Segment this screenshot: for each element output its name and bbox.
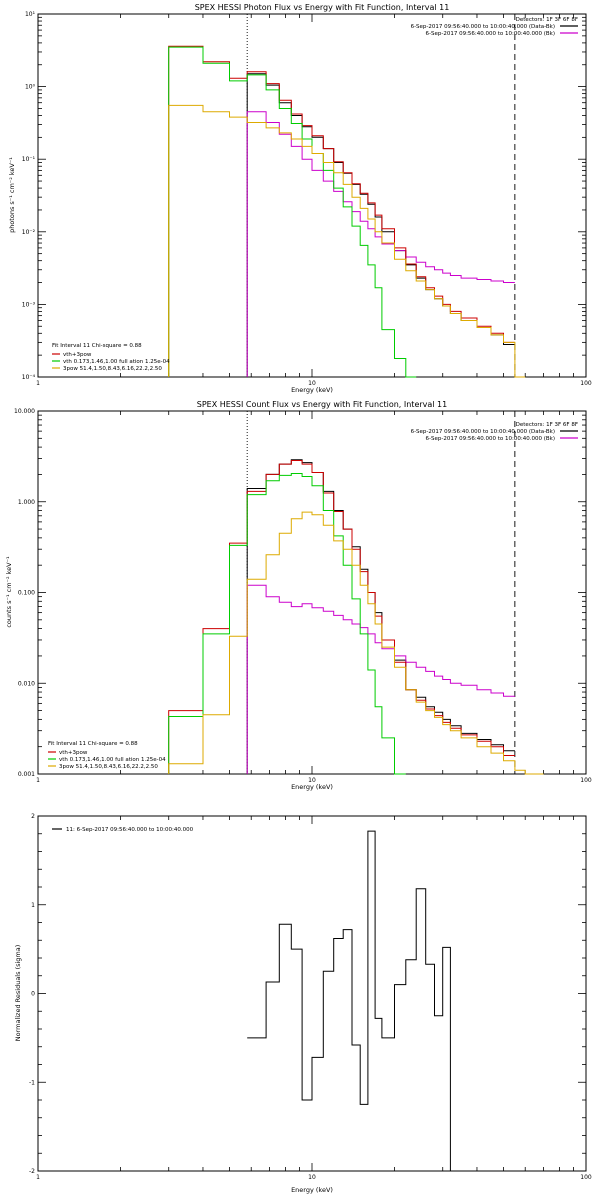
residuals-series [247, 830, 462, 1172]
count-flux-y-tick-label: 10.000 [14, 408, 35, 415]
count-flux-panel: SPEX HESSI Count Flux vs Energy with Fit… [5, 400, 592, 791]
residuals-y-tick-label: -2 [29, 1168, 35, 1175]
count-flux-legend-detectors: Detectors: 1F 3F 6F 8F [516, 422, 578, 428]
count-flux-y-tick-label: 0.001 [18, 771, 35, 778]
count-flux-series-bk [246, 584, 515, 774]
count-flux-vlines [246, 411, 516, 774]
count-flux-series [168, 459, 544, 775]
photon-flux-legend-detectors: Detectors: 1F 3F 6F 8F [516, 17, 578, 23]
residuals-y-tick-label: -1 [29, 1079, 35, 1086]
photon-flux-series-data-bk [246, 73, 515, 377]
photon-flux-legend-data-bk: 6-Sep-2017 09:56:40.000 to 10:00:40.000 … [411, 24, 555, 30]
photon-flux-x-label: Energy (keV) [291, 386, 333, 394]
count-flux-x-tick-label: 100 [580, 777, 592, 784]
count-flux-legend-vth: vth 0.173,1.46,1.00 full ation 1.25e-04 [59, 757, 166, 763]
residuals-y-tick-label: 0 [31, 991, 35, 998]
photon-flux-x-tick-label: 100 [580, 380, 592, 387]
count-flux-y-label: counts s⁻¹ cm⁻² keV⁻¹ [5, 556, 13, 628]
residuals-y-tick-label: 1 [31, 902, 35, 909]
photon-flux-series-bk [246, 111, 515, 377]
photon-flux-y-tick-label: 10⁻³ [22, 301, 36, 308]
count-flux-legend-data-bk: 6-Sep-2017 09:56:40.000 to 10:00:40.000 … [411, 429, 555, 435]
count-flux-legend-total: vth+3pow [59, 750, 88, 756]
count-flux-y-tick-label: 0.010 [18, 680, 35, 687]
photon-flux-y-tick-label: 10¹ [25, 11, 36, 18]
residuals-y-tick-label: 2 [31, 813, 35, 820]
residuals-x-tick-label: 1 [36, 1174, 40, 1181]
photon-flux-legend-topright: Detectors: 1F 3F 6F 8F 6-Sep-2017 09:56:… [411, 17, 578, 37]
count-flux-series-vth-3pow [168, 460, 515, 774]
residuals-legend: 11: 6-Sep-2017 09:56:40.000 to 10:00:40.… [52, 827, 194, 833]
photon-flux-title: SPEX HESSI Photon Flux vs Energy with Fi… [195, 3, 450, 12]
count-flux-legend-topright: Detectors: 1F 3F 6F 8F 6-Sep-2017 09:56:… [411, 422, 578, 442]
count-flux-legend-3pow: 3pow 51.4,1.50,8.43,6.16,22.2,2.50 [59, 764, 158, 770]
photon-flux-x-tick-label: 1 [36, 380, 40, 387]
residuals-x-label: Energy (keV) [291, 1186, 333, 1194]
photon-flux-legend-header: Fit Interval 11 Chi-square = 0.88 [52, 343, 142, 349]
photon-flux-x-tick-label: 10 [308, 380, 316, 387]
count-flux-legend-bottomleft: Fit Interval 11 Chi-square = 0.88 vth+3p… [48, 741, 166, 770]
count-flux-x-label: Energy (keV) [291, 783, 333, 791]
count-flux-legend-header: Fit Interval 11 Chi-square = 0.88 [48, 741, 138, 747]
photon-flux-frame [37, 13, 587, 378]
photon-flux-legend-bk: 6-Sep-2017 09:56:40.000 to 10:00:40.000 … [426, 31, 556, 37]
count-flux-ticks: 1 10 100 0.001 0.010 0.100 1.000 10.000 [14, 408, 592, 784]
count-flux-x-tick-label: 1 [36, 777, 40, 784]
photon-flux-legend-bottomleft: Fit Interval 11 Chi-square = 0.88 vth+3p… [52, 343, 170, 372]
count-flux-y-tick-label: 0.100 [18, 590, 35, 597]
photon-flux-y-label: photons s⁻¹ cm⁻² keV⁻¹ [8, 157, 16, 233]
count-flux-series-vth [168, 473, 406, 775]
count-flux-series-data-bk [246, 459, 515, 774]
count-flux-legend-bk: 6-Sep-2017 09:56:40.000 to 10:00:40.000 … [426, 436, 556, 442]
count-flux-series-3pow [168, 511, 544, 775]
residuals-series-11-6-sep-2017-09-56-40-000-to-10-00-40-000 [247, 830, 462, 1172]
photon-flux-series-vth-3pow [168, 45, 515, 377]
photon-flux-ticks: 1 10 100 10⁻⁴ 10⁻³ 10⁻² 10⁻¹ 10⁰ 10¹ [22, 11, 592, 387]
residuals-y-label: Normalized Residuals (sigma) [14, 945, 22, 1042]
residuals-ticks: 1 10 100 -2 -1 0 1 2 [29, 813, 592, 1181]
photon-flux-y-tick-label: 10⁻¹ [22, 156, 36, 163]
photon-flux-series-vth [168, 46, 417, 378]
photon-flux-vlines [246, 14, 516, 377]
residuals-x-tick-label: 10 [308, 1174, 316, 1181]
count-flux-title: SPEX HESSI Count Flux vs Energy with Fit… [197, 400, 448, 409]
photon-flux-y-tick-label: 10⁻² [22, 229, 36, 236]
residuals-x-tick-label: 100 [580, 1174, 592, 1181]
photon-flux-y-tick-label: 10⁻⁴ [22, 374, 36, 381]
residuals-panel: 1 10 100 -2 -1 0 1 2 Energy (keV) Normalized Re… [14, 813, 592, 1194]
photon-flux-y-tick-label: 10⁰ [25, 84, 36, 91]
photon-flux-panel: SPEX HESSI Photon Flux vs Energy with Fi… [8, 3, 592, 394]
count-flux-x-tick-label: 10 [308, 777, 316, 784]
photon-flux-legend-vth: vth 0.173,1.46,1.00 full ation 1.25e-04 [63, 359, 170, 365]
residuals-legend-text: 11: 6-Sep-2017 09:56:40.000 to 10:00:40.… [66, 827, 194, 833]
count-flux-y-tick-label: 1.000 [18, 499, 35, 506]
residuals-frame [37, 815, 587, 1172]
photon-flux-series-3pow [168, 104, 526, 378]
photon-flux-legend-total: vth+3pow [63, 352, 92, 358]
photon-flux-legend-3pow: 3pow 51.4,1.50,8.43,6.16,22.2,2.50 [63, 366, 162, 372]
photon-flux-series [168, 45, 526, 378]
